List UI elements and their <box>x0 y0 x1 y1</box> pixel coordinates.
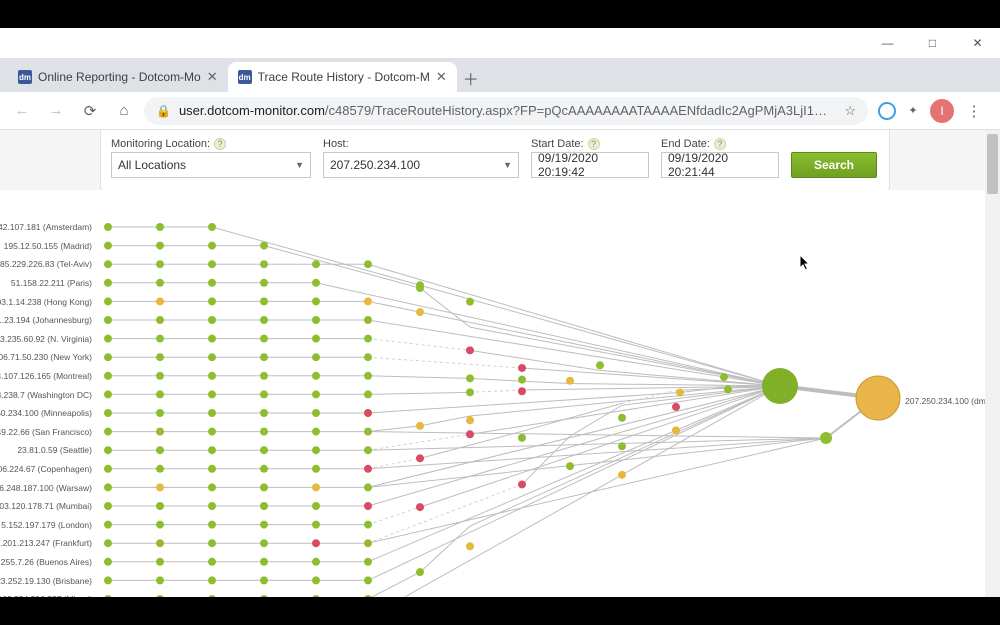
location-dropdown[interactable]: All Locations▼ <box>111 152 311 178</box>
tab-title: Trace Route History - Dotcom-M <box>258 70 430 84</box>
browser-toolbar: ← → ⟳ ⌂ 🔒 user.dotcom-monitor.com/c48579… <box>0 92 1000 130</box>
back-button[interactable]: ← <box>8 97 36 125</box>
home-button[interactable]: ⌂ <box>110 97 138 125</box>
tab-strip: dm Online Reporting - Dotcom-Mo ✕ dm Tra… <box>0 58 1000 92</box>
bookmark-star-icon[interactable]: ☆ <box>844 103 856 119</box>
favicon-icon: dm <box>18 70 32 84</box>
close-tab-icon[interactable]: ✕ <box>207 69 218 85</box>
url-text: user.dotcom-monitor.com/c48579/TraceRout… <box>179 103 836 118</box>
new-tab-button[interactable]: ＋ <box>457 64 485 92</box>
profile-avatar[interactable]: I <box>930 99 954 123</box>
end-date-input[interactable]: 09/19/2020 20:21:44 <box>661 152 779 178</box>
help-icon[interactable]: ? <box>588 138 600 150</box>
traceroute-graph[interactable]: 142.107.181 (Amsterdam)195.12.50.155 (Ma… <box>0 190 1000 597</box>
window-controls: — □ ✕ <box>0 28 1000 58</box>
address-bar[interactable]: 🔒 user.dotcom-monitor.com/c48579/TraceRo… <box>144 97 868 125</box>
chevron-down-icon: ▼ <box>295 160 304 170</box>
scroll-thumb[interactable] <box>987 134 998 194</box>
extensions-menu-icon[interactable]: ✦ <box>902 100 924 122</box>
extension-icon[interactable] <box>878 102 896 120</box>
reload-button[interactable]: ⟳ <box>76 97 104 125</box>
forward-button[interactable]: → <box>42 97 70 125</box>
close-tab-icon[interactable]: ✕ <box>436 69 447 85</box>
page-content: Monitoring Location:? All Locations▼ Hos… <box>0 130 1000 597</box>
location-label: Monitoring Location:? <box>111 138 311 150</box>
end-date-label: End Date:? <box>661 138 779 150</box>
tab-title: Online Reporting - Dotcom-Mo <box>38 70 201 84</box>
menu-button[interactable]: ⋮ <box>960 97 988 125</box>
favicon-icon: dm <box>238 70 252 84</box>
close-window-button[interactable]: ✕ <box>955 28 1000 58</box>
filter-panel: Monitoring Location:? All Locations▼ Hos… <box>100 130 890 191</box>
vertical-scrollbar[interactable] <box>985 130 1000 597</box>
help-icon[interactable]: ? <box>214 138 226 150</box>
tab-online-reporting[interactable]: dm Online Reporting - Dotcom-Mo ✕ <box>8 62 228 92</box>
chevron-down-icon: ▼ <box>503 160 512 170</box>
tab-trace-route[interactable]: dm Trace Route History - Dotcom-M ✕ <box>228 62 457 92</box>
minimize-button[interactable]: — <box>865 28 910 58</box>
help-icon[interactable]: ? <box>714 138 726 150</box>
maximize-button[interactable]: □ <box>910 28 955 58</box>
host-label: Host: <box>323 138 519 150</box>
lock-icon: 🔒 <box>156 104 171 118</box>
start-date-input[interactable]: 09/19/2020 20:19:42 <box>531 152 649 178</box>
search-button[interactable]: Search <box>791 152 877 178</box>
start-date-label: Start Date:? <box>531 138 649 150</box>
host-dropdown[interactable]: 207.250.234.100▼ <box>323 152 519 178</box>
